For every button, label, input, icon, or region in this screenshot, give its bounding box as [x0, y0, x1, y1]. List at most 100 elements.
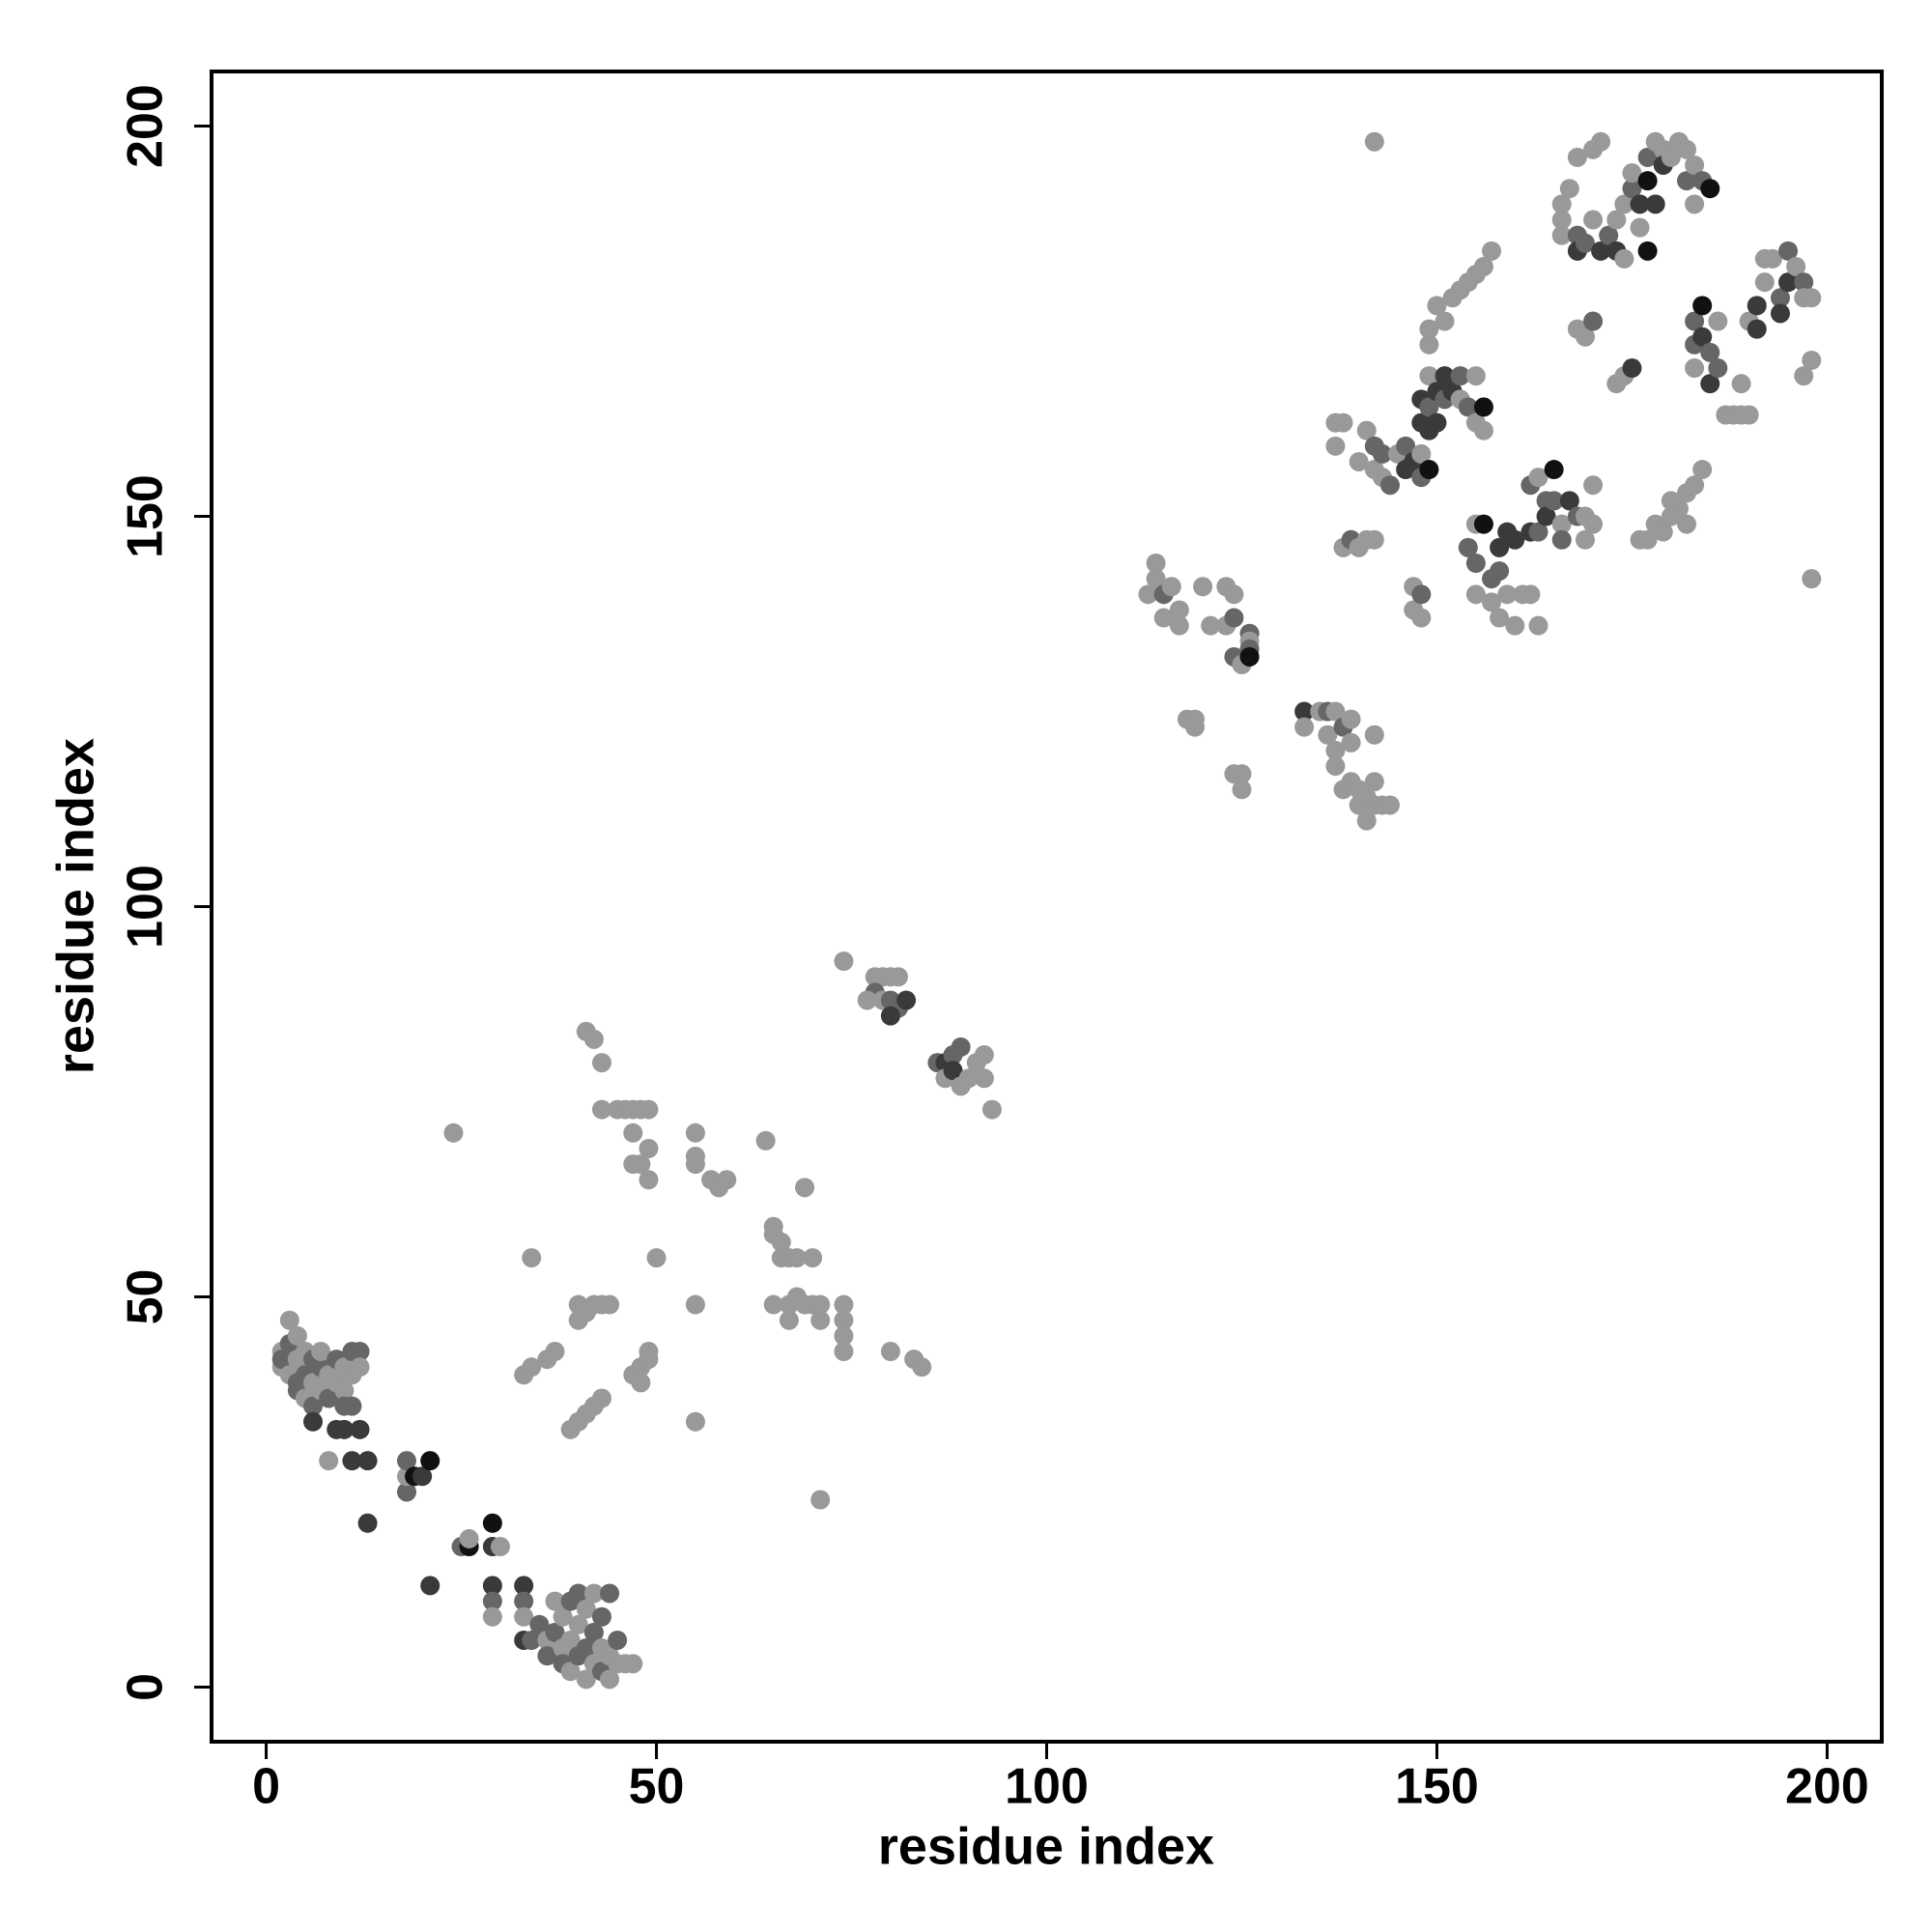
point	[1465, 554, 1486, 574]
point	[834, 1294, 854, 1315]
point	[350, 1419, 370, 1439]
point	[1591, 131, 1611, 152]
point	[1450, 366, 1470, 386]
point	[1754, 272, 1775, 293]
point	[357, 1451, 378, 1471]
point	[857, 990, 877, 1010]
point	[600, 1294, 620, 1315]
point	[1497, 584, 1518, 605]
point	[1427, 296, 1447, 316]
point	[342, 1451, 362, 1471]
point	[1465, 366, 1486, 386]
point	[1193, 577, 1213, 597]
point	[1411, 584, 1432, 605]
point	[396, 1482, 416, 1502]
point	[1551, 529, 1572, 550]
point	[1419, 397, 1439, 417]
point	[420, 1451, 440, 1471]
point	[1551, 514, 1572, 534]
point	[1677, 171, 1697, 191]
point	[1606, 210, 1627, 230]
point	[1536, 506, 1556, 526]
point	[1622, 179, 1642, 199]
point	[1169, 600, 1189, 620]
point	[1325, 740, 1346, 760]
point	[1794, 272, 1814, 293]
point	[1622, 358, 1642, 379]
point	[568, 1614, 588, 1634]
point	[1685, 194, 1705, 214]
point	[600, 1669, 620, 1690]
point	[1770, 288, 1790, 308]
point	[1559, 179, 1579, 199]
point	[1294, 717, 1315, 737]
point	[755, 1130, 776, 1151]
point	[1637, 171, 1658, 191]
point	[1567, 147, 1587, 167]
point	[810, 1310, 831, 1330]
point	[834, 1342, 854, 1362]
point	[1700, 374, 1720, 394]
point	[1341, 709, 1361, 729]
point	[514, 1591, 534, 1611]
point	[334, 1419, 355, 1439]
point	[1161, 577, 1181, 597]
point	[537, 1646, 557, 1666]
point	[1685, 475, 1705, 496]
point	[1185, 717, 1206, 737]
point	[1379, 475, 1400, 496]
point	[639, 1138, 659, 1158]
point	[834, 1325, 854, 1346]
point	[1559, 491, 1579, 511]
point	[1685, 358, 1705, 379]
point	[1232, 780, 1252, 800]
point	[279, 1310, 299, 1330]
point	[545, 1342, 565, 1362]
point	[1325, 436, 1346, 456]
point	[1396, 436, 1416, 456]
point	[1372, 443, 1392, 464]
point	[1146, 569, 1166, 589]
point	[1653, 522, 1673, 542]
y-tick-label: 50	[118, 1269, 174, 1325]
point	[803, 1248, 823, 1268]
point	[763, 1216, 783, 1236]
point	[591, 1099, 611, 1120]
point	[1630, 217, 1650, 238]
point	[287, 1325, 307, 1346]
point	[1232, 764, 1252, 784]
point	[880, 1006, 900, 1026]
point	[1692, 296, 1713, 316]
point	[1583, 475, 1604, 496]
point	[420, 1576, 440, 1596]
point	[1325, 756, 1346, 777]
point	[1341, 732, 1361, 753]
point	[1224, 584, 1244, 605]
point	[779, 1310, 799, 1330]
point	[545, 1622, 565, 1642]
point	[1637, 529, 1658, 550]
point	[1473, 256, 1493, 276]
point	[1770, 303, 1790, 324]
point	[810, 1490, 831, 1510]
point	[1692, 460, 1713, 480]
point	[1575, 233, 1595, 253]
y-axis-title: residue index	[46, 738, 104, 1074]
point	[1520, 584, 1541, 605]
point	[1473, 420, 1493, 440]
point	[1599, 225, 1619, 245]
point	[1318, 724, 1338, 745]
point	[639, 1342, 659, 1362]
point	[623, 1654, 643, 1674]
point	[591, 1053, 611, 1073]
point	[1786, 256, 1806, 276]
y-tick-label: 100	[118, 865, 174, 949]
point	[522, 1248, 542, 1268]
x-tick-label: 50	[629, 1759, 685, 1815]
point	[1762, 248, 1782, 269]
x-tick-label: 0	[252, 1759, 280, 1815]
point	[880, 1342, 900, 1362]
point	[685, 1122, 705, 1143]
point	[1708, 358, 1728, 379]
